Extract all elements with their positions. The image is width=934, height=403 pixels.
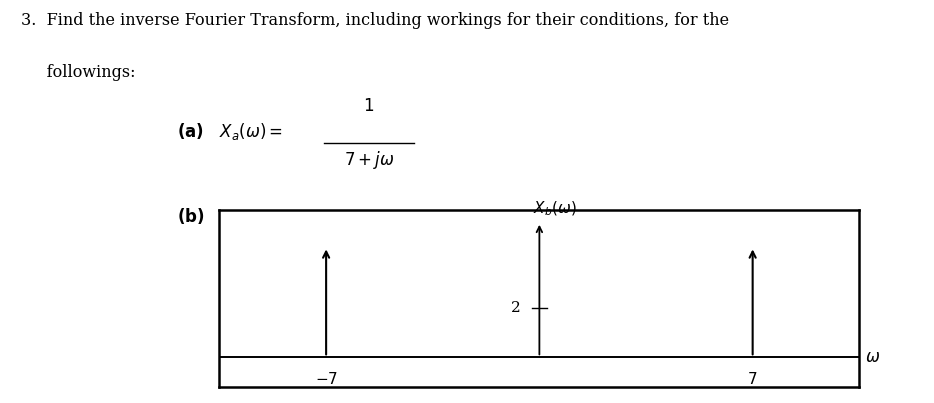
Text: $7 + j\omega$: $7 + j\omega$ [344,149,394,171]
Text: $\mathbf{(a)}$: $\mathbf{(a)}$ [177,121,205,141]
Text: $\omega$: $\omega$ [866,349,881,366]
Text: $X_a(\omega) =$: $X_a(\omega) =$ [219,121,284,142]
Text: $7$: $7$ [747,371,757,387]
Text: $1$: $1$ [363,98,375,115]
Text: 3.  Find the inverse Fourier Transform, including workings for their conditions,: 3. Find the inverse Fourier Transform, i… [21,12,729,29]
Text: $-7$: $-7$ [315,371,338,387]
Text: $\mathbf{(b)}$: $\mathbf{(b)}$ [177,206,205,226]
Text: $X_b(\omega)$: $X_b(\omega)$ [532,200,576,218]
Text: followings:: followings: [21,64,135,81]
Text: 2: 2 [511,301,521,315]
